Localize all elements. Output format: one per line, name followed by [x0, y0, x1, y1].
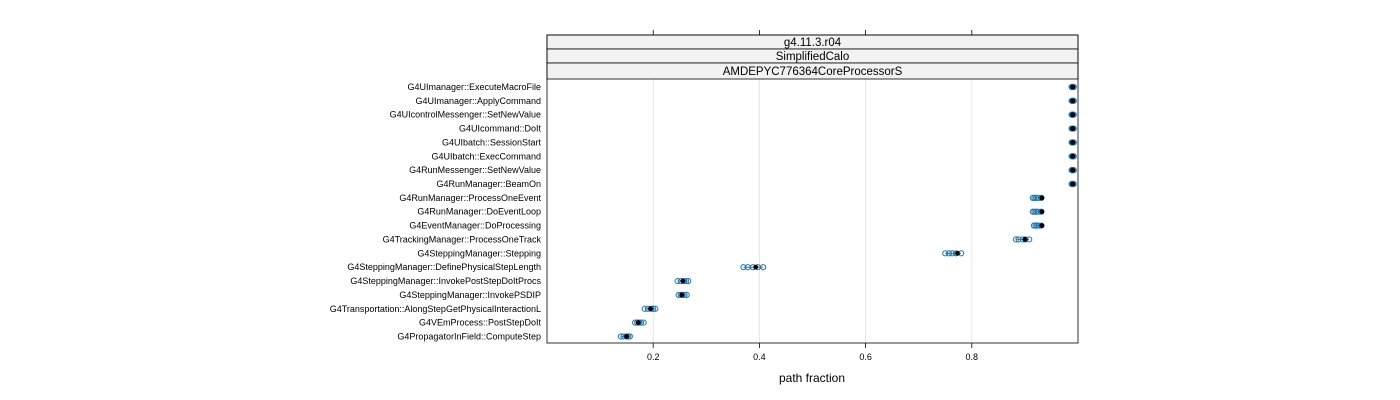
mean-marker-7	[1070, 181, 1076, 187]
mean-marker-11	[1022, 237, 1028, 242]
y-category-label-8: G4RunManager::ProcessOneEvent	[399, 193, 541, 203]
observation-point-11-0	[1012, 236, 1019, 243]
observation-point-12-0	[942, 250, 949, 257]
mean-marker-8	[1039, 195, 1045, 201]
mean-marker-12	[955, 250, 960, 256]
y-category-label-4: G4UIbatch::SessionStart	[442, 137, 542, 147]
y-category-label-9: G4RunManager::DoEventLoop	[417, 207, 541, 217]
observation-point-14-4	[685, 277, 692, 285]
y-axis-labels: G4UImanager::ExecuteMacroFileG4UImanager…	[330, 82, 542, 341]
y-category-label-13: G4SteppingManager::DefinePhysicalStepLen…	[347, 262, 541, 272]
y-category-label-2: G4UIcontrolMessenger::SetNewValue	[390, 110, 541, 120]
strip-label-version: g4.11.3.r04	[784, 37, 842, 49]
y-category-label-10: G4EventManager::DoProcessing	[409, 221, 541, 231]
observation-point-16-0	[641, 305, 648, 312]
x-axis-title: path fraction	[779, 371, 845, 385]
y-category-label-18: G4PropagatorInField::ComputeStep	[397, 331, 541, 341]
mean-marker-10	[1039, 223, 1045, 229]
observation-point-12-1	[945, 250, 953, 257]
mean-marker-13	[753, 264, 759, 270]
mean-marker-9	[1039, 209, 1045, 215]
strip-label-benchmark: SimplifiedCalo	[776, 51, 850, 63]
mean-marker-14	[680, 278, 686, 284]
observation-point-18-0	[617, 333, 624, 340]
mean-marker-17	[635, 320, 641, 326]
x-tick-label-1: 0.4	[753, 352, 766, 362]
y-category-label-0: G4UImanager::ExecuteMacroFile	[407, 82, 541, 92]
y-category-label-5: G4UIbatch::ExecCommand	[431, 151, 541, 161]
y-category-label-16: G4Transportation::AlongStepGetPhysicalIn…	[330, 304, 541, 314]
y-category-label-6: G4RunMessenger::SetNewValue	[409, 165, 541, 175]
mean-marker-6	[1070, 167, 1076, 173]
mean-marker-2	[1070, 112, 1076, 118]
mean-marker-18	[624, 334, 630, 339]
observation-point-11-1	[1015, 236, 1022, 243]
mean-marker-0	[1070, 84, 1076, 90]
x-tick-label-3: 0.8	[966, 352, 979, 362]
observation-point-14-0	[674, 277, 681, 285]
observation-point-12-2	[949, 250, 956, 257]
mean-marker-15	[679, 292, 685, 298]
mean-marker-1	[1070, 98, 1076, 104]
observation-point-13-4	[760, 264, 767, 271]
y-category-label-3: G4UIcommand::DoIt	[459, 124, 542, 134]
observation-point-17-4	[640, 319, 647, 326]
observation-point-13-0	[740, 264, 747, 271]
y-category-label-11: G4TrackingManager::ProcessOneTrack	[383, 234, 542, 244]
y-category-label-17: G4VEmProcess::PostStepDoIt	[419, 318, 542, 328]
grid-lines	[652, 79, 973, 343]
plot-frame	[546, 34, 1079, 344]
x-axis: 0.2 0.4 0.6 0.8	[647, 30, 978, 362]
y-category-label-12: G4SteppingManager::Stepping	[417, 248, 541, 258]
mean-marker-5	[1070, 153, 1076, 159]
data-points	[617, 83, 1077, 340]
mean-marker-4	[1070, 140, 1076, 145]
x-tick-label-2: 0.6	[859, 352, 872, 362]
y-category-label-15: G4SteppingManager::InvokePSDIP	[399, 290, 541, 300]
y-category-label-14: G4SteppingManager::InvokePostStepDoItPro…	[350, 276, 541, 286]
mean-marker-3	[1070, 126, 1076, 131]
strip-headers: g4.11.3.r04 SimplifiedCalo AMDEPYC776364…	[546, 34, 1079, 80]
mean-marker-16	[648, 306, 653, 312]
x-tick-label-0: 0.2	[647, 352, 660, 362]
strip-label-cpu: AMDEPYC776364CoreProcessorS	[723, 66, 903, 78]
y-category-label-7: G4RunManager::BeamOn	[436, 179, 541, 189]
y-category-label-1: G4UImanager::ApplyCommand	[415, 96, 541, 106]
